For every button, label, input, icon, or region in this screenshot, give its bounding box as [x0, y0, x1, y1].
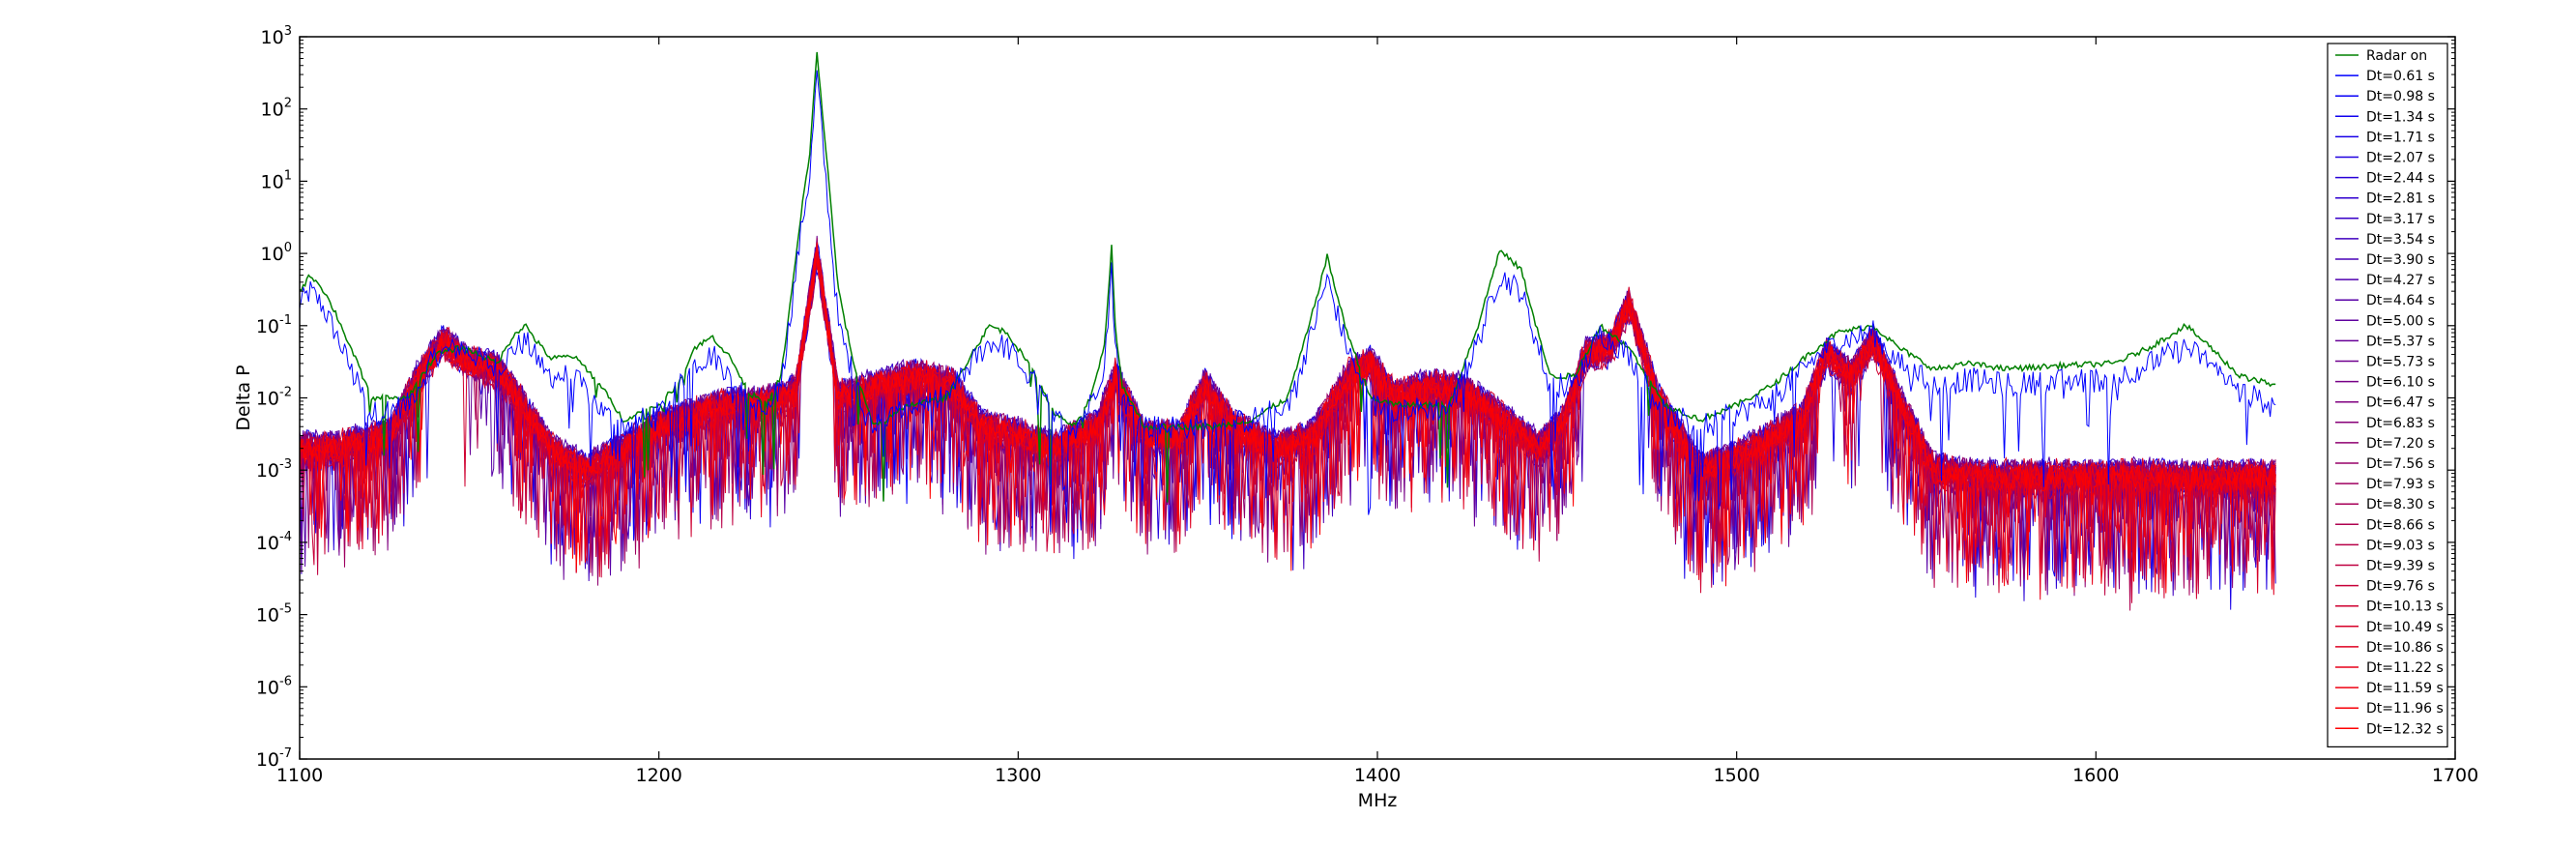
- series-line-radar-on: [299, 51, 2276, 503]
- legend-label: Dt=7.20 s: [2366, 436, 2435, 452]
- legend-label: Dt=4.64 s: [2366, 293, 2435, 308]
- y-axis: 103 102 101 100 10-1 10-2 10-3 10-4 10-5 10-6 10-7: [256, 24, 2455, 771]
- x-tick-label: 1100: [276, 765, 323, 786]
- x-tick-label: 1200: [635, 765, 681, 786]
- legend-label: Dt=11.96 s: [2366, 701, 2444, 716]
- legend-label: Dt=5.00 s: [2366, 313, 2435, 329]
- plot-traces: [299, 51, 2276, 611]
- y-tick-label: 10-6: [256, 674, 292, 698]
- series-line-dt-21: [299, 264, 2276, 596]
- y-tick-label: 10-3: [256, 457, 292, 482]
- y-tick-label: 10-7: [256, 746, 292, 771]
- legend-label: Dt=3.90 s: [2366, 252, 2435, 268]
- legend-label: Dt=1.34 s: [2366, 109, 2435, 125]
- legend-label: Radar on: [2366, 48, 2427, 64]
- legend-label: Dt=6.10 s: [2366, 375, 2435, 391]
- legend: Radar on Dt=0.61 s Dt=0.98 s Dt=1.34 s Dt=1.…: [2327, 43, 2448, 748]
- legend-label: Dt=9.76 s: [2366, 579, 2435, 595]
- y-axis-label: Delta P: [233, 365, 254, 430]
- y-tick-label: 102: [261, 97, 292, 121]
- y-tick-label: 10-2: [256, 386, 292, 410]
- y-tick-label: 10-1: [256, 313, 292, 337]
- x-tick-label: 1500: [1713, 765, 1759, 786]
- legend-label: Dt=5.37 s: [2366, 334, 2435, 349]
- x-tick-label: 1700: [2432, 765, 2478, 786]
- y-tick-label: 103: [261, 24, 292, 48]
- x-tick-label: 1600: [2072, 765, 2119, 786]
- series-line-dt-30: [299, 244, 2276, 590]
- legend-label: Dt=9.03 s: [2366, 538, 2435, 553]
- legend-label: Dt=8.30 s: [2366, 497, 2435, 512]
- x-axis-label: MHz: [1358, 790, 1398, 811]
- legend-label: Dt=6.47 s: [2366, 395, 2435, 411]
- x-tick-label: 1300: [995, 765, 1041, 786]
- legend-label: Dt=2.07 s: [2366, 151, 2435, 166]
- y-tick-label: 101: [261, 168, 292, 192]
- legend-label: Dt=2.81 s: [2366, 191, 2435, 207]
- legend-label: Dt=10.13 s: [2366, 599, 2444, 615]
- legend-label: Dt=5.73 s: [2366, 355, 2435, 370]
- y-tick-label: 100: [261, 241, 292, 265]
- x-tick-label: 1400: [1354, 765, 1401, 786]
- legend-label: Dt=3.54 s: [2366, 232, 2435, 248]
- legend-label: Dt=0.98 s: [2366, 89, 2435, 104]
- legend-label: Dt=9.39 s: [2366, 559, 2435, 574]
- legend-label: Dt=12.32 s: [2366, 721, 2444, 737]
- legend-box: [2327, 43, 2448, 748]
- legend-label: Dt=3.17 s: [2366, 212, 2435, 227]
- legend-label: Dt=11.59 s: [2366, 681, 2444, 696]
- series-line-dt-0: [299, 70, 2276, 540]
- legend-label: Dt=1.71 s: [2366, 130, 2435, 145]
- legend-label: Dt=7.93 s: [2366, 477, 2435, 492]
- legend-label: Dt=7.56 s: [2366, 456, 2435, 472]
- legend-label: Dt=10.86 s: [2366, 640, 2444, 656]
- legend-label: Dt=8.66 s: [2366, 517, 2435, 533]
- series-line-dt-29: [299, 249, 2276, 600]
- legend-label: Dt=6.83 s: [2366, 416, 2435, 431]
- series-line-dt-32: [299, 258, 2276, 594]
- legend-label: Dt=4.27 s: [2366, 273, 2435, 288]
- legend-label: Dt=10.49 s: [2366, 620, 2444, 635]
- y-tick-label: 10-4: [256, 530, 292, 554]
- x-axis: 1100 1200 1300 1400 1500 1600 1700: [276, 37, 2478, 786]
- y-tick-label: 10-5: [256, 602, 292, 627]
- legend-label: Dt=11.22 s: [2366, 660, 2444, 676]
- legend-label: Dt=0.61 s: [2366, 69, 2435, 84]
- legend-label: Dt=2.44 s: [2366, 171, 2435, 187]
